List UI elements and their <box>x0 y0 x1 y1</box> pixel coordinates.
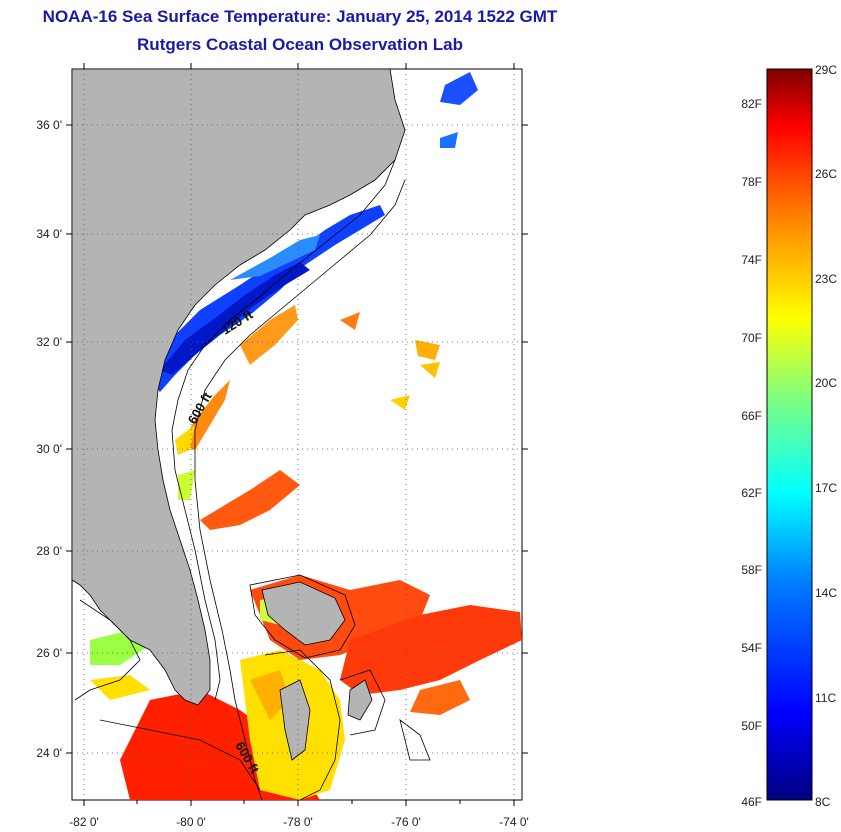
cb-c-label: 26C <box>815 167 837 181</box>
map-title: NOAA-16 Sea Surface Temperature: January… <box>42 7 558 26</box>
cb-c-label: 11C <box>815 691 836 705</box>
cb-f-label: 50F <box>741 719 762 733</box>
lat-label: 26 0' <box>36 646 62 660</box>
lon-label: -82 0' <box>69 815 99 829</box>
map-subtitle: Rutgers Coastal Ocean Observation Lab <box>137 35 463 54</box>
cb-f-label: 82F <box>741 97 762 111</box>
cb-f-label: 78F <box>741 175 762 189</box>
cb-f-label: 58F <box>741 563 762 577</box>
longitude-labels: -82 0' -80 0' -78 0' -76 0' -74 0' <box>69 815 529 829</box>
cb-c-label: 17C <box>815 481 837 495</box>
cb-c-label: 14C <box>815 586 837 600</box>
colorbar-fahrenheit-labels: 82F 78F 74F 70F 66F 62F 58F 54F 50F 46F <box>741 97 762 809</box>
cb-f-label: 70F <box>741 331 762 345</box>
lon-label: -74 0' <box>499 815 529 829</box>
lon-label: -78 0' <box>283 815 313 829</box>
lat-label: 24 0' <box>36 746 62 760</box>
cb-c-label: 23C <box>815 272 837 286</box>
axis-ticks <box>66 63 528 806</box>
cb-f-label: 46F <box>741 795 762 809</box>
lat-label: 36 0' <box>36 118 62 132</box>
cb-f-label: 74F <box>741 253 762 267</box>
cb-f-label: 66F <box>741 409 762 423</box>
bathymetry-contours <box>74 159 431 800</box>
lat-label: 34 0' <box>36 227 62 241</box>
lat-label: 28 0' <box>36 544 62 558</box>
cb-c-label: 20C <box>815 376 837 390</box>
colorbar-celsius-labels: 29C 26C 23C 20C 17C 14C 11C 8C <box>815 63 837 809</box>
temperature-colorbar <box>766 68 813 801</box>
cb-f-label: 62F <box>741 486 762 500</box>
cb-f-label: 54F <box>741 641 762 655</box>
cb-c-label: 29C <box>815 63 837 77</box>
lon-label: -80 0' <box>176 815 206 829</box>
lat-label: 30 0' <box>36 442 62 456</box>
graticule <box>72 69 522 800</box>
latitude-labels: 36 0' 34 0' 32 0' 30 0' 28 0' 26 0' 24 0… <box>36 118 62 760</box>
cb-c-label: 8C <box>815 795 831 809</box>
land-layer <box>72 69 406 761</box>
lon-label: -76 0' <box>391 815 421 829</box>
lat-label: 32 0' <box>36 335 62 349</box>
